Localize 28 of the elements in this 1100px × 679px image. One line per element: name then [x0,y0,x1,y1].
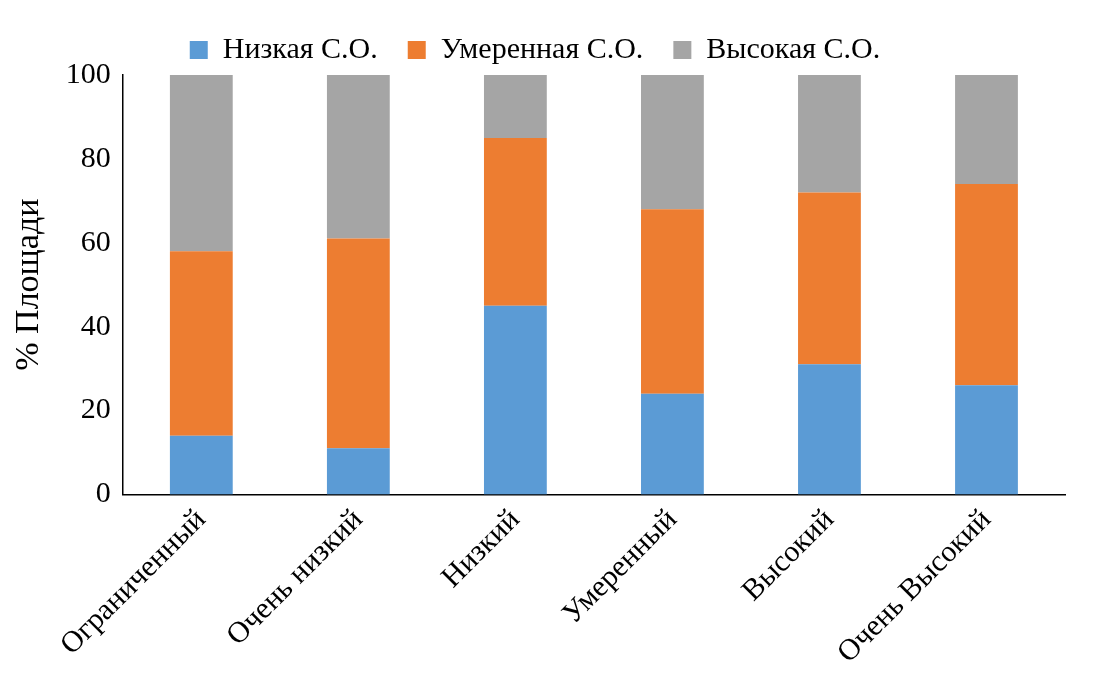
bar [798,364,861,495]
bar [641,209,704,394]
y-tick-label: 80 [80,139,111,173]
bar [169,75,233,252]
y-tick-label: 0 [95,475,111,509]
bar [483,305,547,495]
bar [326,238,390,449]
y-tick-label: 60 [80,223,111,257]
y-tick-label: 40 [80,307,111,341]
legend-label: Высокая С.О. [706,30,881,64]
legend-label: Умеренная С.О. [440,30,644,64]
bar [483,137,547,306]
bar [798,75,861,193]
bar [641,393,704,495]
bar [955,385,1018,495]
bar [326,448,390,495]
bar [641,75,704,210]
bar [955,75,1018,185]
bar [955,184,1018,386]
bar [483,75,547,138]
bar [169,251,233,436]
bar [169,435,233,495]
y-tick-label: 100 [65,55,111,89]
legend-label: Низкая С.О. [222,30,378,64]
bar [326,75,390,239]
bar [798,192,861,365]
y-axis-title: % Площади [8,198,46,371]
y-tick-label: 20 [80,391,111,425]
